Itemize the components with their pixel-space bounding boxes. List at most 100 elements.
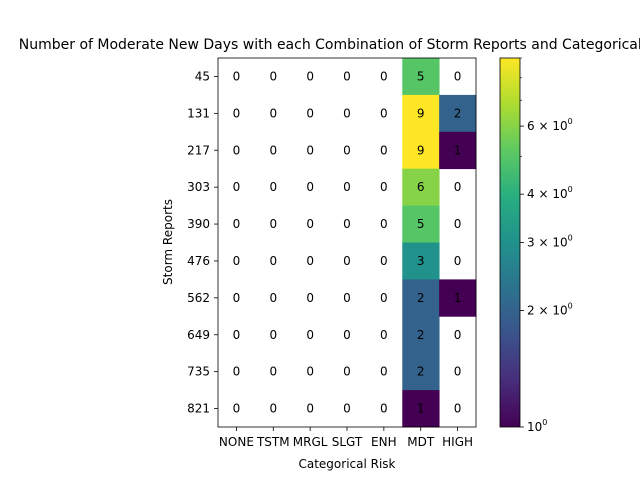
cell-value-label: 0 bbox=[343, 365, 351, 379]
cell-value-label: 9 bbox=[417, 143, 425, 157]
cell-value-label: 0 bbox=[269, 69, 277, 83]
cell-value-label: 0 bbox=[380, 143, 388, 157]
heatmap-cell bbox=[402, 131, 440, 170]
cell-value-label: 0 bbox=[454, 402, 462, 416]
chart-title: Number of Moderate New Days with each Co… bbox=[19, 37, 640, 53]
cell-value-label: 0 bbox=[454, 365, 462, 379]
cell-value-label: 1 bbox=[454, 143, 462, 157]
cell-value-label: 0 bbox=[454, 180, 462, 194]
heatmap-cell bbox=[402, 353, 440, 391]
colorbar bbox=[499, 57, 521, 428]
cell-value-label: 0 bbox=[380, 69, 388, 83]
cell-value-label: 0 bbox=[269, 402, 277, 416]
cell-value-label: 3 bbox=[417, 254, 425, 268]
heatmap-cell bbox=[439, 94, 477, 133]
heatmap-cell bbox=[402, 242, 440, 280]
colorbar-ticks: 100 2 × 100 3 × 100 4 × 100 6 × 100 bbox=[520, 57, 573, 434]
colorbar-tick-label: 4 × 100 bbox=[527, 185, 573, 201]
y-tick-label: 649 bbox=[187, 328, 210, 342]
cell-value-label: 0 bbox=[233, 217, 241, 231]
x-axis-label: Categorical Risk bbox=[298, 457, 395, 471]
heatmap-cell bbox=[402, 390, 440, 428]
cell-value-label: 2 bbox=[417, 365, 425, 379]
cell-value-label: 0 bbox=[454, 328, 462, 342]
cell-value-label: 0 bbox=[380, 328, 388, 342]
cell-value-label: 0 bbox=[380, 217, 388, 231]
cell-value-label: 0 bbox=[306, 143, 314, 157]
y-tick-label: 390 bbox=[187, 217, 210, 231]
cell-value-label: 5 bbox=[417, 217, 425, 231]
cell-value-label: 0 bbox=[343, 106, 351, 120]
cell-value-label: 0 bbox=[380, 291, 388, 305]
x-tick-label: NONE bbox=[219, 435, 254, 449]
cell-value-label: 0 bbox=[380, 106, 388, 120]
y-tick-label: 303 bbox=[187, 180, 210, 194]
y-tick-label: 821 bbox=[187, 402, 210, 416]
heatmap-cell bbox=[402, 94, 440, 133]
y-tick-label: 45 bbox=[195, 69, 210, 83]
cell-value-label: 0 bbox=[233, 69, 241, 83]
cell-value-label: 2 bbox=[417, 328, 425, 342]
cell-value-label: 0 bbox=[269, 254, 277, 268]
x-tick-label: TSTM bbox=[256, 435, 290, 449]
cell-value-label: 0 bbox=[306, 365, 314, 379]
cell-value-label: 0 bbox=[269, 365, 277, 379]
cell-value-label: 1 bbox=[417, 402, 425, 416]
cell-value-label: 0 bbox=[233, 291, 241, 305]
heatmap-cells bbox=[402, 58, 477, 428]
cell-value-label: 0 bbox=[343, 254, 351, 268]
cell-value-label: 0 bbox=[343, 69, 351, 83]
y-tick-label: 735 bbox=[187, 365, 210, 379]
cell-value-label: 0 bbox=[233, 180, 241, 194]
y-axis-ticks: 45 131 217 303 390 476 562 649 735 821 bbox=[187, 69, 218, 416]
cell-value-label: 1 bbox=[454, 291, 462, 305]
colorbar-tick-label: 3 × 100 bbox=[527, 234, 573, 250]
cell-value-label: 5 bbox=[417, 69, 425, 83]
cell-value-label: 2 bbox=[454, 106, 462, 120]
cell-value-label: 0 bbox=[306, 402, 314, 416]
y-tick-label: 217 bbox=[187, 143, 210, 157]
colorbar-tick-label: 2 × 100 bbox=[527, 302, 573, 318]
cell-value-label: 2 bbox=[417, 291, 425, 305]
cell-value-label: 0 bbox=[380, 254, 388, 268]
cell-value-label: 0 bbox=[269, 180, 277, 194]
cell-value-label: 0 bbox=[306, 328, 314, 342]
cell-value-label: 0 bbox=[233, 328, 241, 342]
y-tick-label: 131 bbox=[187, 106, 210, 120]
y-axis-label: Storm Reports bbox=[161, 199, 175, 285]
cell-value-label: 0 bbox=[343, 291, 351, 305]
cell-value-label: 0 bbox=[233, 254, 241, 268]
cell-value-label: 0 bbox=[269, 328, 277, 342]
cell-value-label: 0 bbox=[343, 180, 351, 194]
cell-value-label: 0 bbox=[233, 143, 241, 157]
heatmap-cell bbox=[439, 131, 477, 170]
y-tick-label: 562 bbox=[187, 291, 210, 305]
cell-value-labels: 0 0 0 0 0 5 0 0 0 0 0 0 9 2 0 0 0 0 0 9 1 0 0 0 0 0 6 0 0 0 0 0 0 5 0 0 0 0 0 0… bbox=[233, 69, 462, 415]
cell-value-label: 0 bbox=[380, 365, 388, 379]
cell-value-label: 0 bbox=[306, 291, 314, 305]
cell-value-label: 0 bbox=[306, 69, 314, 83]
cell-value-label: 0 bbox=[306, 217, 314, 231]
x-tick-label: MDT bbox=[407, 435, 435, 449]
y-tick-label: 476 bbox=[187, 254, 210, 268]
cell-value-label: 0 bbox=[269, 291, 277, 305]
cell-value-label: 0 bbox=[380, 180, 388, 194]
cell-value-label: 0 bbox=[233, 106, 241, 120]
heatmap-cell bbox=[402, 205, 440, 243]
cell-value-label: 0 bbox=[343, 402, 351, 416]
heatmap-cell bbox=[439, 279, 477, 317]
heatmap-cell bbox=[402, 58, 440, 96]
colorbar-tick-label: 100 bbox=[527, 418, 547, 434]
cell-value-label: 0 bbox=[269, 217, 277, 231]
heatmap-cell bbox=[402, 316, 440, 354]
cell-value-label: 0 bbox=[454, 69, 462, 83]
x-tick-label: HIGH bbox=[442, 435, 473, 449]
cell-value-label: 0 bbox=[454, 217, 462, 231]
cell-value-label: 0 bbox=[380, 402, 388, 416]
cell-value-label: 9 bbox=[417, 106, 425, 120]
cell-value-label: 6 bbox=[417, 180, 425, 194]
x-tick-label: MRGL bbox=[293, 435, 328, 449]
cell-value-label: 0 bbox=[306, 180, 314, 194]
x-tick-label: SLGT bbox=[332, 435, 363, 449]
